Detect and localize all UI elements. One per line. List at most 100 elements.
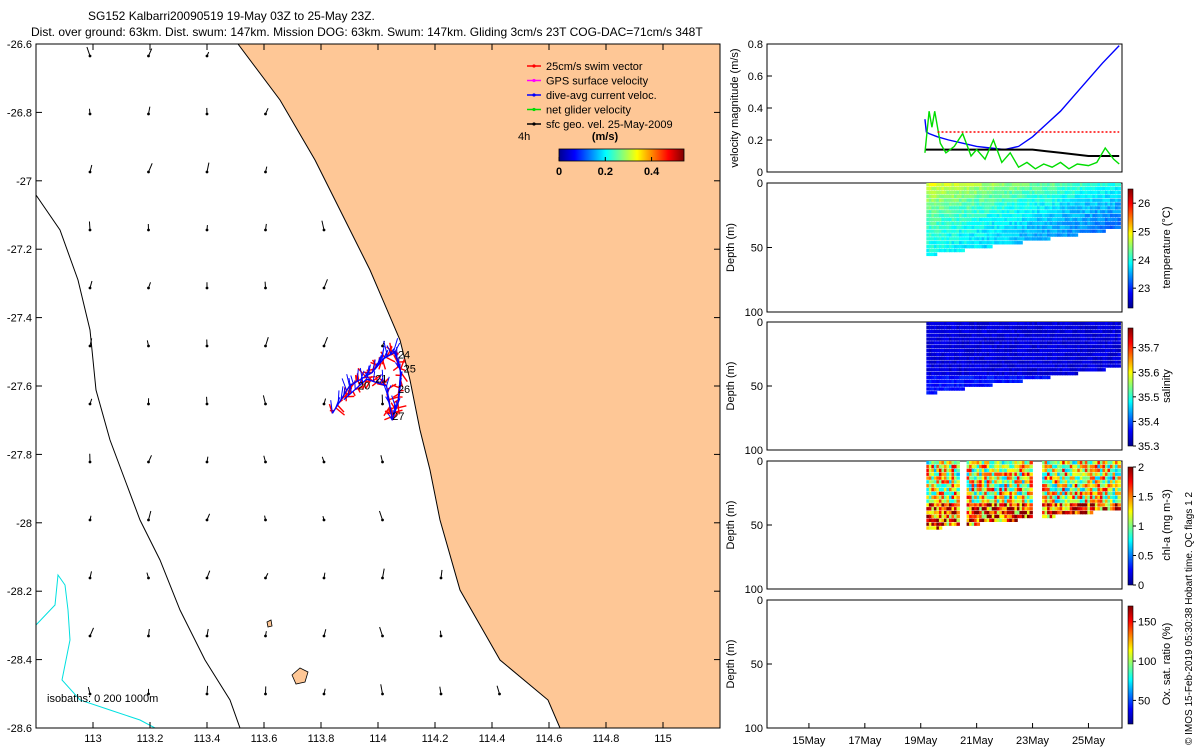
salinity-cell: [989, 348, 993, 353]
salinity-cell: [938, 329, 943, 334]
salinity-cell: [933, 383, 938, 387]
salinity-cell: [1037, 322, 1041, 326]
temperature-cell: [928, 241, 933, 245]
salinity-cell: [1011, 364, 1016, 368]
salinity-cell: [961, 341, 965, 345]
temperature-cell: [956, 183, 960, 187]
chlorophyll-cell: [938, 518, 943, 522]
temperature-cell: [996, 241, 1001, 245]
temperature-cell: [984, 237, 988, 241]
temperature-cell: [938, 210, 943, 214]
temperature-cell: [1099, 198, 1104, 202]
salinity-cell: [1089, 360, 1094, 364]
salinity-cell: [1079, 333, 1084, 337]
temperature-cell: [1011, 237, 1016, 241]
geo-arrow: [265, 337, 269, 347]
temperature-cell: [1031, 229, 1036, 233]
chlorophyll-cell: [1107, 480, 1111, 484]
salinity-cell: [974, 375, 978, 380]
salinity-cell: [1074, 341, 1079, 345]
temperature-cell: [956, 198, 960, 202]
chlorophyll-cell: [999, 464, 1003, 469]
swim-vector: [396, 405, 407, 409]
salinity-cell: [1067, 341, 1071, 345]
temperature-cell: [936, 225, 940, 229]
temperature-cell: [1115, 202, 1119, 206]
salinity-cell: [1099, 360, 1104, 364]
temperature-cell: [1069, 202, 1074, 206]
salinity-cell: [1042, 333, 1046, 337]
salinity-cell: [969, 368, 973, 372]
map-y-tick-label: -26.6: [7, 39, 32, 51]
temperature-cell: [989, 198, 993, 202]
chlorophyll-cell: [974, 522, 978, 526]
chlorophyll-cell: [938, 526, 943, 530]
salinity-cell: [951, 356, 955, 360]
chlorophyll-cell: [1084, 472, 1089, 476]
temperature-cbar-tick-label: 23: [1138, 283, 1150, 295]
chlorophyll-cell: [966, 468, 970, 473]
chlorophyll-cell: [966, 476, 970, 480]
chlorophyll-cell: [996, 476, 1001, 480]
salinity-cell: [1097, 325, 1101, 330]
temperature-cell: [1084, 186, 1089, 191]
salinity-cell: [928, 360, 933, 364]
temperature-cell: [956, 229, 960, 233]
salinity-cell: [1057, 329, 1061, 334]
chlorophyll-cell: [1079, 487, 1084, 492]
chlorophyll-cell: [948, 507, 953, 511]
salinity-cell: [976, 368, 981, 372]
temperature-cell: [1107, 210, 1111, 214]
temperature-cell: [1087, 206, 1091, 210]
day-label: 25: [404, 363, 416, 375]
chlorophyll-cell: [999, 491, 1003, 496]
chlorophyll-cell: [951, 503, 955, 507]
salinity-cell: [1052, 345, 1056, 349]
salinity-cell: [1016, 322, 1021, 326]
current-vector: [356, 369, 359, 382]
chlorophyll-cell: [1079, 468, 1084, 473]
chlorophyll-cell: [943, 464, 948, 469]
chlorophyll-cell: [1014, 487, 1018, 492]
salinity-cell: [996, 368, 1001, 372]
chlorophyll-cell: [1014, 491, 1018, 496]
temperature-cell: [941, 225, 945, 229]
chlorophyll-cell: [971, 503, 976, 507]
geo-arrow-head: [381, 518, 384, 522]
chlorophyll-cell: [1087, 499, 1091, 503]
temperature-cell: [976, 190, 981, 195]
temperature-cell: [966, 244, 970, 249]
temperature-cell: [928, 210, 933, 214]
chlorophyll-cell: [1115, 464, 1119, 469]
chlorophyll-cell: [1001, 499, 1006, 503]
chlorophyll-cell: [938, 522, 943, 526]
temperature-cell: [928, 221, 933, 226]
temperature-cell: [946, 244, 950, 249]
salinity-cell: [1029, 333, 1033, 337]
temperature-cell: [936, 213, 940, 218]
chlorophyll-cell: [1067, 507, 1071, 511]
salinity-cell: [931, 345, 935, 349]
temperature-cell: [976, 202, 981, 206]
temperature-cell: [943, 202, 948, 206]
chlorophyll-cell: [1006, 461, 1011, 465]
chlorophyll-cell: [1029, 464, 1033, 469]
geo-arrow-head: [264, 692, 267, 696]
temperature-cell: [1029, 198, 1033, 202]
temperature-cell: [1047, 210, 1051, 214]
chlorophyll-cell: [943, 476, 948, 480]
temperature-cell: [1019, 198, 1023, 202]
chlorophyll-cell: [1062, 468, 1066, 473]
salinity-cell: [1117, 352, 1121, 357]
salinity-cell: [1001, 379, 1006, 383]
temperature-cell: [1034, 186, 1038, 191]
temperature-cell: [1001, 190, 1006, 195]
salinity-cell: [1115, 333, 1119, 337]
salinity-cell: [989, 333, 993, 337]
chlorophyll-cell: [979, 514, 983, 519]
chlorophyll-cell: [1016, 480, 1021, 484]
salinity-cell: [1047, 333, 1051, 337]
salinity-cell: [1001, 368, 1006, 372]
chlorophyll-cell: [936, 495, 940, 499]
temperature-cell: [1021, 237, 1026, 241]
